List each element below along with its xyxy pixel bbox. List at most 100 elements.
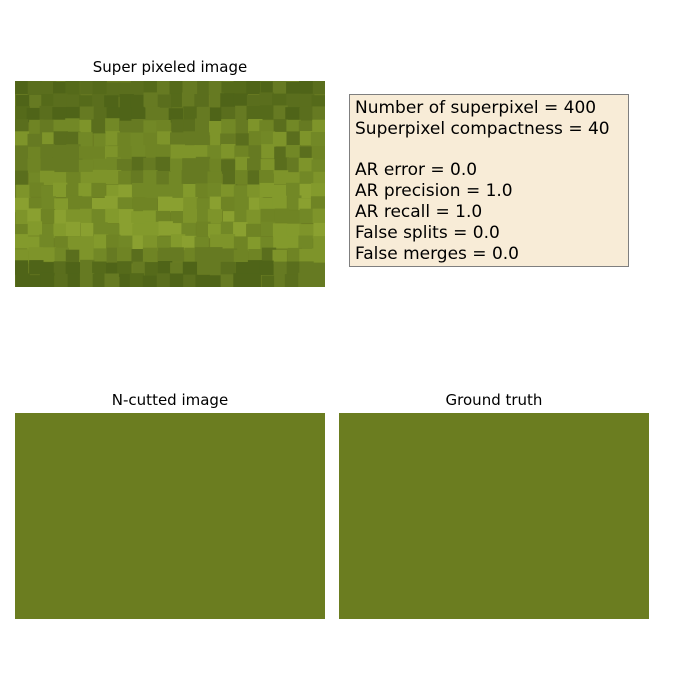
superpixel-cell (208, 261, 223, 277)
superpixel-cell (145, 144, 160, 159)
superpixel-cell (195, 118, 210, 133)
superpixel-cell (145, 106, 160, 122)
superpixel-cell (207, 145, 222, 160)
superpixel-cell (92, 94, 107, 109)
superpixel-cell (119, 120, 134, 136)
ncut-title: N-cutted image (111, 391, 229, 409)
superpixel-cell (106, 184, 121, 200)
superpixel-cell (105, 146, 120, 161)
superpixel-cell (117, 132, 132, 147)
superpixel-cell (132, 197, 147, 212)
superpixel-cell (287, 236, 302, 251)
superpixel-cell (155, 156, 170, 172)
superpixel-cell (169, 273, 185, 287)
superpixel-cell (312, 208, 325, 223)
superpixel-cell (54, 273, 70, 287)
superpixel-cell (272, 81, 288, 96)
superpixel-cell (144, 262, 160, 277)
superpixel-cell (27, 81, 43, 96)
superpixel-cell (66, 94, 81, 109)
superpixel-cell (310, 132, 325, 147)
superpixel-cell (287, 195, 302, 210)
superpixel-cell (156, 273, 172, 287)
superpixel-cell (286, 119, 301, 135)
superpixel-cell (118, 235, 133, 250)
superpixel-cell (131, 211, 146, 226)
metric-ar-recall: AR recall = 1.0 (355, 201, 483, 222)
superpixel-cell (183, 208, 198, 224)
superpixel-cell (259, 92, 274, 107)
superpixel-cell (312, 106, 325, 121)
superpixel-cell (235, 105, 250, 121)
superpixel-cell (156, 81, 172, 95)
superpixel-cell (233, 222, 248, 237)
superpixel-cell (27, 221, 43, 236)
superpixel-cell (183, 131, 198, 146)
superpixel-image (15, 81, 325, 287)
superpixel-cell (196, 106, 212, 122)
superpixel-cell (106, 262, 121, 277)
superpixel-cell (156, 184, 171, 199)
superpixel-cell (92, 198, 107, 213)
superpixel-cell (27, 158, 42, 173)
superpixel-cell (92, 261, 107, 276)
superpixel-cell (142, 247, 158, 263)
superpixel-cell (313, 236, 325, 251)
superpixel-cell (28, 197, 44, 212)
superpixel-cell (42, 132, 57, 147)
superpixel-cell (260, 159, 276, 174)
superpixel-cell (285, 107, 300, 122)
superpixel-cell (15, 249, 29, 264)
superpixel-cell (157, 107, 172, 123)
superpixel-cell (119, 222, 134, 238)
superpixel-cell (92, 81, 107, 95)
superpixel-cell (118, 170, 133, 186)
superpixel-cell (312, 273, 325, 287)
superpixel-cell (170, 144, 185, 159)
superpixel-cell (312, 119, 325, 135)
superpixel-cell (259, 260, 274, 275)
metric-spacer (355, 140, 628, 161)
superpixel-cell (130, 170, 146, 185)
superpixel-cell (156, 171, 171, 186)
superpixel-cell (220, 274, 235, 287)
superpixel-cell (246, 209, 261, 225)
superpixel-cell (117, 197, 133, 212)
superpixel-cell (143, 157, 158, 172)
metric-false-splits: False splits = 0.0 (355, 222, 500, 243)
superpixel-cell (27, 208, 42, 223)
superpixel-cell (274, 275, 289, 287)
superpixel-cell (233, 185, 249, 200)
superpixel-cell (248, 249, 263, 264)
superpixel-cell (181, 145, 197, 160)
superpixel-cell (223, 170, 238, 186)
superpixel-cell (299, 208, 314, 224)
superpixel-cell (196, 221, 211, 237)
superpixel-cell (197, 208, 212, 224)
superpixel-cell (221, 159, 236, 174)
superpixel-cell (116, 247, 132, 262)
superpixel-cell (15, 197, 30, 213)
superpixel-cell (299, 183, 314, 199)
superpixel-cell (40, 144, 55, 159)
superpixel-cell (287, 210, 302, 225)
superpixel-cell (221, 184, 236, 199)
superpixel-cell (78, 183, 93, 198)
superpixel-cell (299, 131, 315, 146)
superpixel-cell (66, 172, 81, 187)
superpixel-cell (183, 119, 199, 134)
superpixel-cell (273, 170, 289, 185)
superpixel-cell (273, 119, 289, 134)
superpixel-cell (93, 248, 108, 263)
superpixel-cell (259, 170, 274, 185)
superpixel-cell (247, 170, 262, 185)
superpixel-cell (311, 146, 325, 161)
superpixel-cell (235, 170, 250, 185)
superpixel-cell (15, 145, 29, 160)
superpixel-cell (53, 119, 68, 135)
superpixel-cell (79, 146, 94, 161)
superpixel-cell (247, 158, 262, 173)
superpixel-cell (79, 208, 95, 224)
superpixel-cell (105, 131, 120, 146)
superpixel-cell (54, 209, 69, 225)
